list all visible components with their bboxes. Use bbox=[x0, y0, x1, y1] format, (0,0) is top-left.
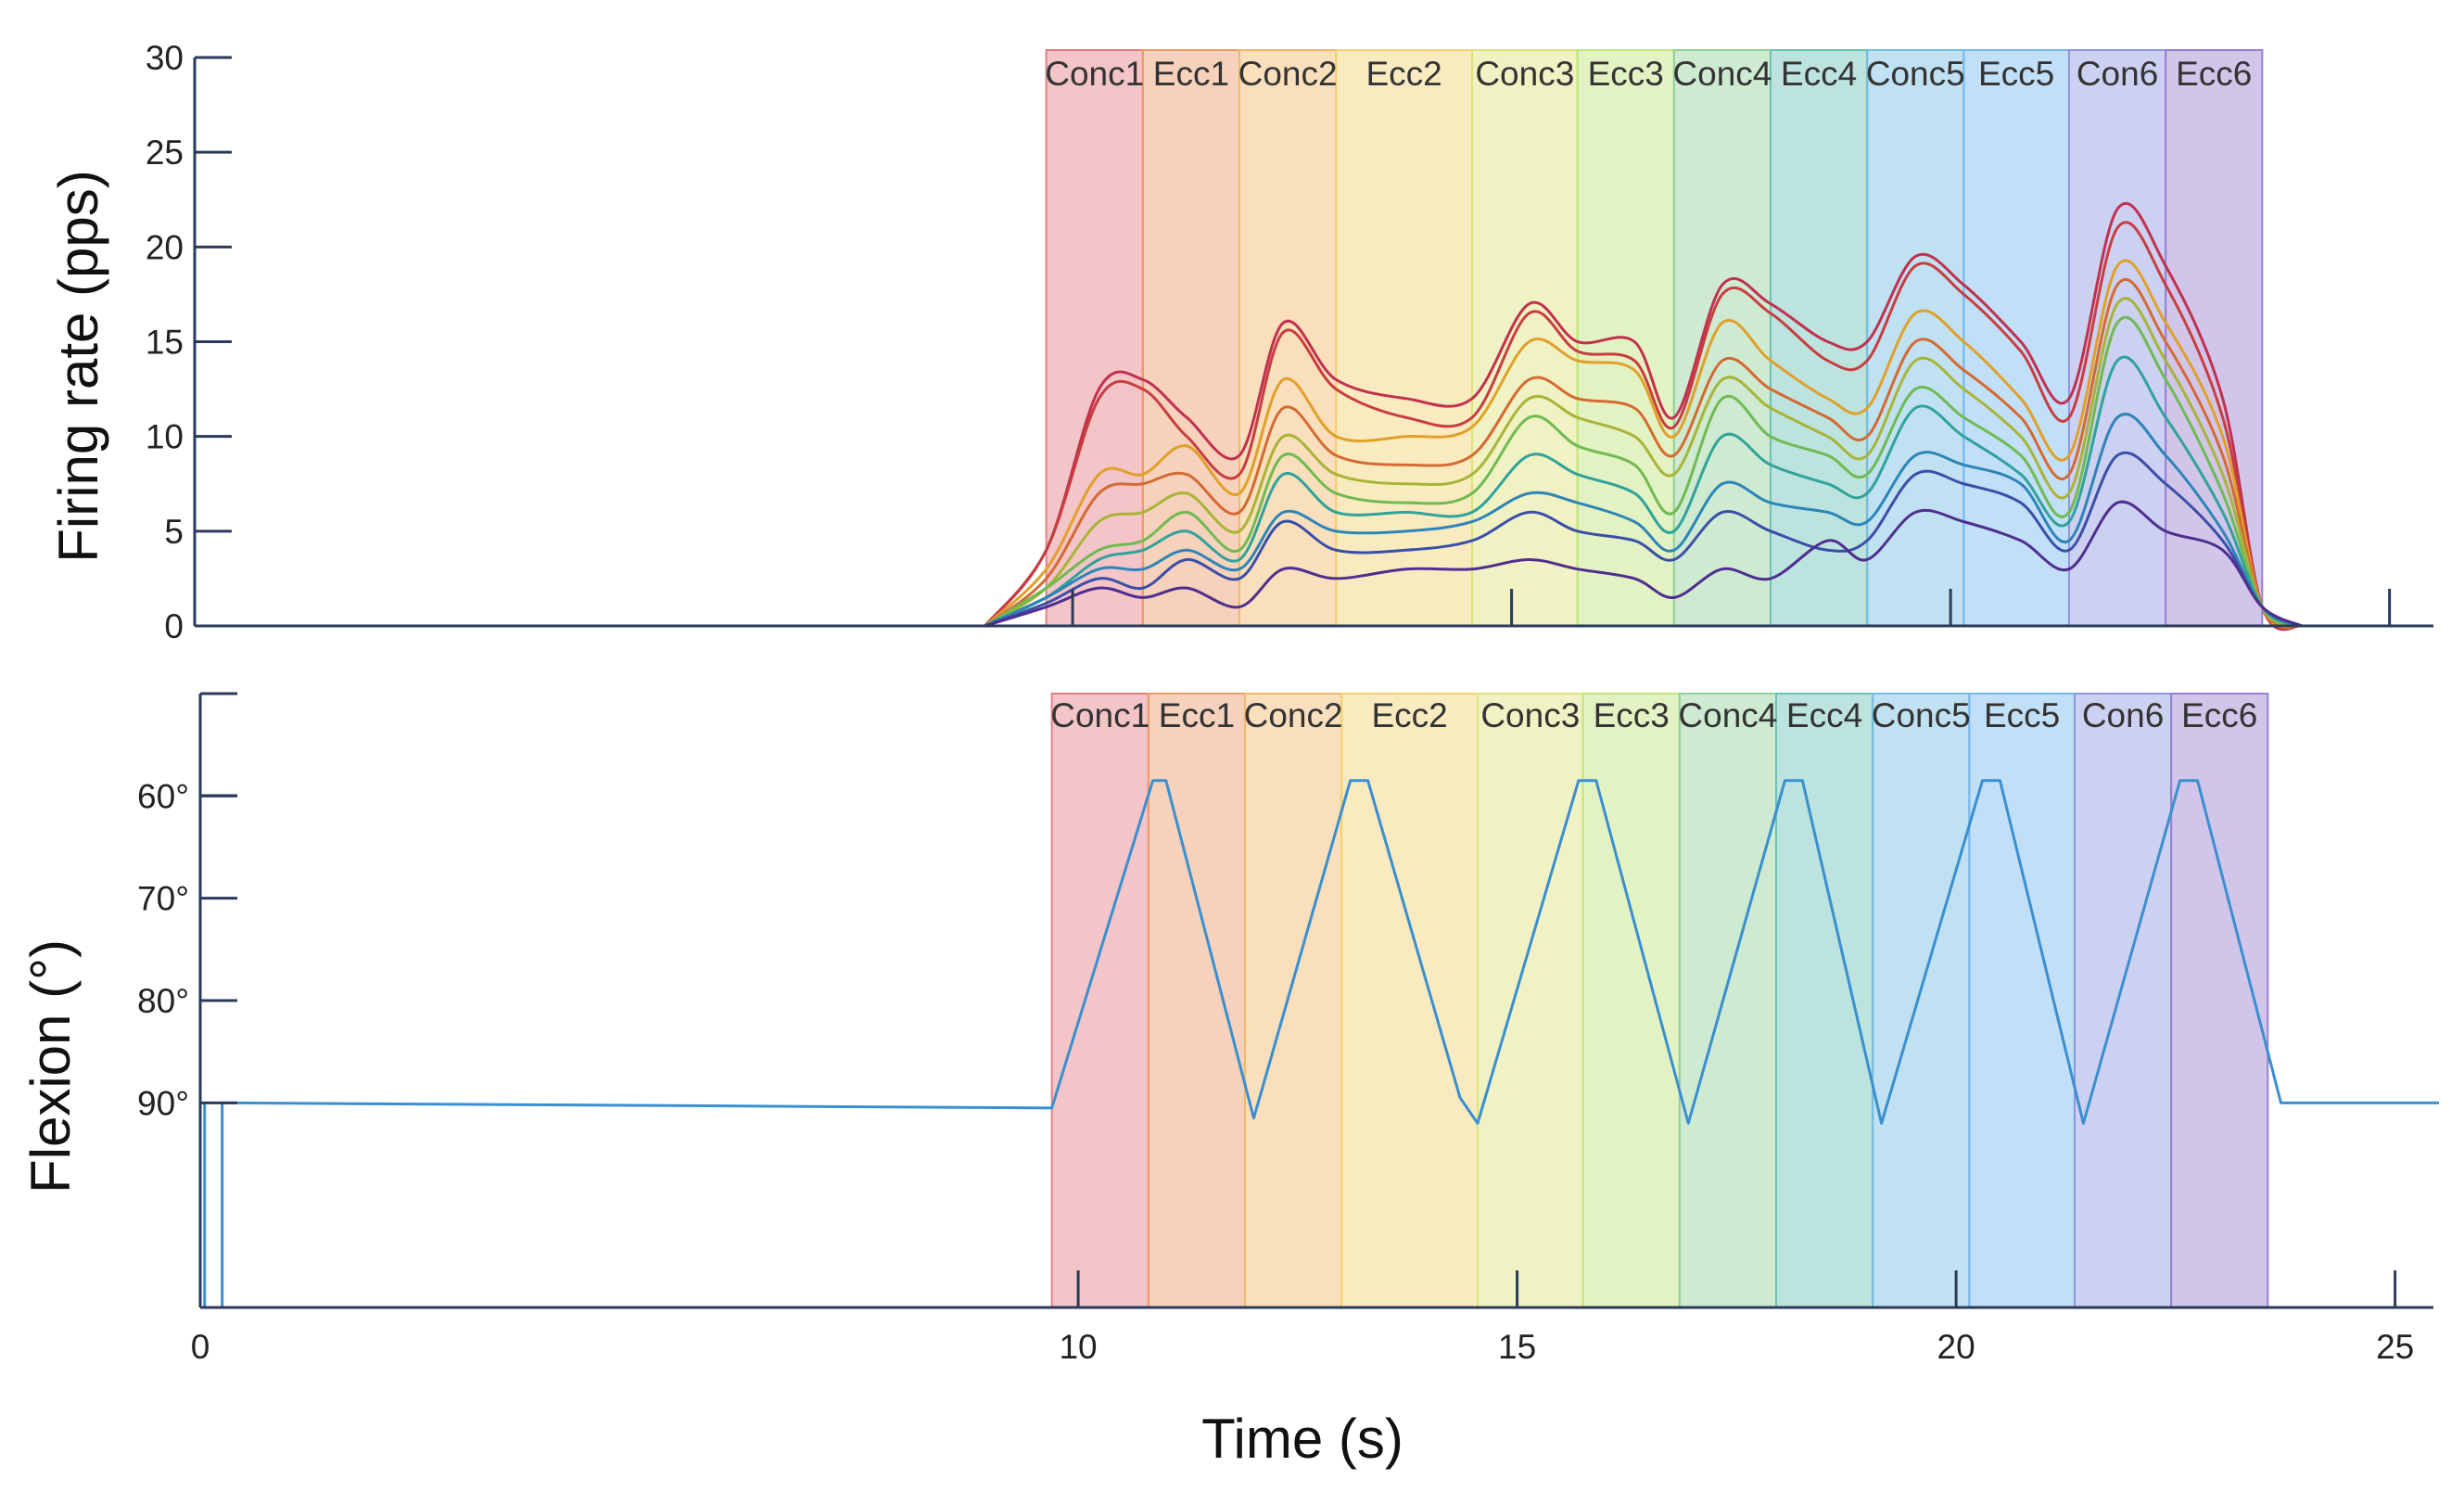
flexion-panel: Conc1 Ecc1 Conc2 Ecc2 Conc3 Ecc3 Conc4 Ecc4 Conc… bbox=[19, 692, 2439, 1470]
top-phase-label-con6: Con6 bbox=[2077, 55, 2158, 93]
flexion-line-1 bbox=[203, 779, 2439, 1309]
top-phase-band-ecc1 bbox=[1141, 49, 1240, 627]
bottom-x-tick-label: 25 bbox=[2376, 1328, 2414, 1366]
firing-rate-line-10 bbox=[195, 500, 2433, 628]
bottom-phase-band-conc5 bbox=[1872, 693, 1971, 1308]
top-phase-band-ecc2 bbox=[1335, 49, 1473, 627]
bottom-x-tick-label: 0 bbox=[191, 1328, 210, 1366]
firing-rate-line-6 bbox=[195, 315, 2433, 628]
top-phase-band-con6 bbox=[2067, 49, 2167, 627]
bottom-phase-label-conc3: Conc3 bbox=[1480, 696, 1580, 734]
flexion-series bbox=[203, 779, 2439, 1309]
firing-rate-axis-title: Firing rate (pps) bbox=[47, 170, 109, 562]
firing-rate-line-1 bbox=[195, 201, 2433, 631]
bottom-phase-label-con6: Con6 bbox=[2082, 696, 2164, 734]
firing-rate-line-9 bbox=[195, 451, 2433, 628]
bottom-axes: 60° 70° 80° 90° 0 10 15 20 25 bbox=[137, 692, 2433, 1366]
bottom-phase-label-ecc2: Ecc2 bbox=[1371, 696, 1447, 734]
bottom-x-tick-label: 10 bbox=[1059, 1328, 1097, 1366]
time-axis-title: Time (s) bbox=[1201, 1408, 1403, 1470]
firing-rate-line-3 bbox=[195, 259, 2433, 629]
bottom-phase-label-conc2: Conc2 bbox=[1244, 696, 1343, 734]
bottom-phase-label-ecc4: Ecc4 bbox=[1786, 696, 1862, 734]
top-phase-band-ecc4 bbox=[1769, 49, 1869, 627]
top-phase-band-conc5 bbox=[1866, 49, 1965, 627]
bottom-phase-band-con6 bbox=[2073, 693, 2173, 1308]
bottom-phase-label-ecc5: Ecc5 bbox=[1984, 696, 2060, 734]
top-y-tick-label: 15 bbox=[146, 324, 184, 362]
bottom-phase-band-ecc2 bbox=[1340, 693, 1479, 1308]
top-phase-label-conc4: Conc4 bbox=[1672, 55, 1772, 93]
top-y-tick-label: 25 bbox=[146, 134, 184, 172]
firing-rate-line-7 bbox=[195, 355, 2433, 628]
bottom-phase-label-conc1: Conc1 bbox=[1050, 696, 1149, 734]
bottom-phase-band-ecc4 bbox=[1774, 693, 1874, 1308]
top-y-tick-label: 20 bbox=[146, 228, 184, 266]
bottom-y-tick-label: 70° bbox=[137, 880, 189, 918]
top-y-tick-label: 5 bbox=[164, 513, 184, 551]
firing-rate-line-2 bbox=[195, 221, 2433, 630]
top-phase-label-ecc3: Ecc3 bbox=[1588, 55, 1664, 93]
bottom-y-tick-label: 60° bbox=[137, 777, 189, 815]
bottom-phase-label-ecc1: Ecc1 bbox=[1159, 696, 1235, 734]
top-phase-band-conc4 bbox=[1672, 49, 1772, 627]
bottom-phase-label-conc4: Conc4 bbox=[1678, 696, 1777, 734]
bottom-phase-band-conc3 bbox=[1476, 693, 1584, 1308]
top-phase-label-conc2: Conc2 bbox=[1238, 55, 1338, 93]
bottom-phase-band-conc4 bbox=[1678, 693, 1777, 1308]
firing-rate-line-8 bbox=[195, 413, 2433, 628]
top-phase-label-conc3: Conc3 bbox=[1475, 55, 1574, 93]
bottom-phase-band-ecc1 bbox=[1147, 693, 1246, 1308]
top-phase-label-ecc1: Ecc1 bbox=[1153, 55, 1229, 93]
top-phase-label-conc5: Conc5 bbox=[1866, 55, 1965, 93]
top-phase-label-ecc2: Ecc2 bbox=[1365, 55, 1442, 93]
top-phase-band-conc1 bbox=[1045, 49, 1144, 627]
top-phase-label-ecc4: Ecc4 bbox=[1781, 55, 1857, 93]
top-phase-label-ecc5: Ecc5 bbox=[1978, 55, 2054, 93]
firing-rate-line-5 bbox=[195, 297, 2433, 628]
firing-rate-panel: Conc1 Ecc1 Conc2 Ecc2 Conc3 Ecc3 Conc4 Ecc4 Conc… bbox=[47, 39, 2433, 645]
bottom-y-tick-label: 80° bbox=[137, 982, 189, 1020]
bottom-phase-band-conc2 bbox=[1244, 693, 1343, 1308]
top-phase-label-conc1: Conc1 bbox=[1045, 55, 1144, 93]
top-y-tick-label: 0 bbox=[164, 607, 184, 645]
bottom-x-tick-label: 15 bbox=[1498, 1328, 1536, 1366]
top-phase-label-ecc6: Ecc6 bbox=[2176, 55, 2252, 93]
firing-rate-line-4 bbox=[195, 277, 2433, 628]
flexion-axis-title: Flexion (°) bbox=[19, 939, 82, 1193]
bottom-phase-label-conc5: Conc5 bbox=[1872, 696, 1971, 734]
top-axes: 0 5 10 15 20 25 30 bbox=[146, 39, 2433, 645]
bottom-phase-label-ecc3: Ecc3 bbox=[1594, 696, 1670, 734]
bottom-x-tick-label: 20 bbox=[1937, 1328, 1975, 1366]
bottom-phase-bands bbox=[1050, 693, 2269, 1308]
bottom-phase-band-conc1 bbox=[1050, 693, 1149, 1308]
top-y-tick-label: 10 bbox=[146, 418, 184, 456]
top-phase-band-conc3 bbox=[1470, 49, 1579, 627]
top-y-tick-label: 30 bbox=[146, 39, 184, 77]
firing-rate-series bbox=[195, 201, 2433, 631]
bottom-phase-labels: Conc1 Ecc1 Conc2 Ecc2 Conc3 Ecc3 Conc4 Ecc4 Conc… bbox=[1050, 696, 2257, 734]
bottom-phase-band-ecc5 bbox=[1968, 693, 2076, 1308]
bottom-y-tick-label: 90° bbox=[137, 1084, 189, 1122]
bottom-phase-label-ecc6: Ecc6 bbox=[2181, 696, 2257, 734]
top-phase-labels: Conc1 Ecc1 Conc2 Ecc2 Conc3 Ecc3 Conc4 Ecc4 Conc… bbox=[1045, 55, 2252, 93]
